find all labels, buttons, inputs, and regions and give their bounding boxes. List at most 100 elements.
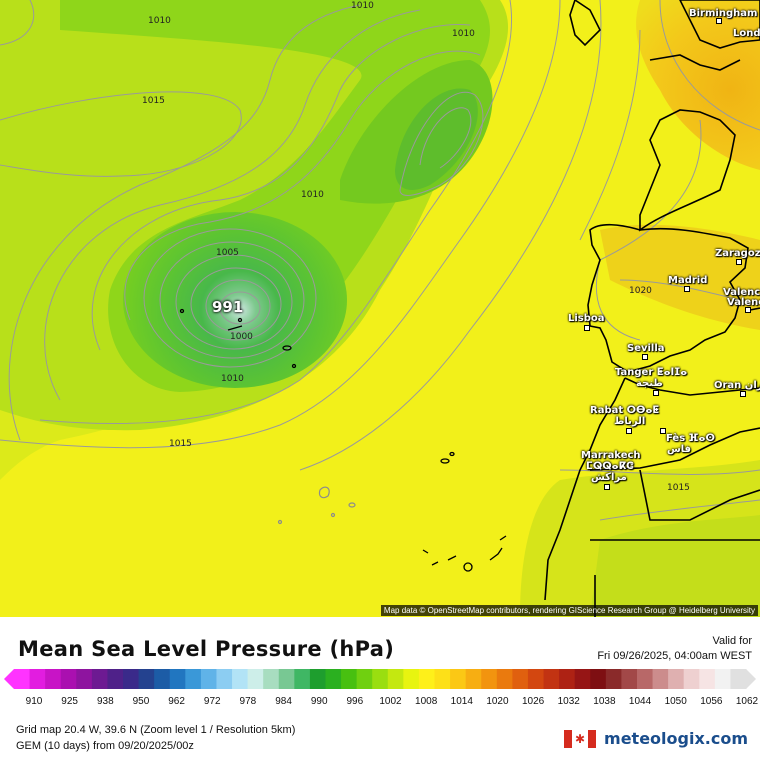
brand-name: meteologix.com bbox=[604, 729, 748, 748]
scale-tick-label: 972 bbox=[203, 696, 221, 707]
isobar-label: 1015 bbox=[169, 439, 192, 449]
isobar-label: 1010 bbox=[221, 374, 244, 384]
city-marker bbox=[684, 286, 690, 292]
city-label-sevilla[interactable]: Sevilla bbox=[627, 343, 665, 354]
isobar-label: 1005 bbox=[216, 248, 239, 258]
scale-tick-label: 1002 bbox=[379, 696, 402, 707]
city-label-lisboa[interactable]: Lisboa bbox=[568, 313, 605, 324]
scale-color-step bbox=[621, 669, 638, 689]
scale-color-step bbox=[247, 669, 264, 689]
city-label-tanger[interactable]: Tanger ⵟⴰⵏⵊⴰ bbox=[615, 367, 688, 378]
city-marker bbox=[660, 428, 666, 434]
scale-tick-label: 1062 bbox=[735, 696, 759, 707]
scale-color-step bbox=[169, 669, 186, 689]
city-label-rabat[interactable]: Rabat ⵔⴱⴰⵟ bbox=[590, 405, 660, 416]
scale-tick-label: 978 bbox=[239, 696, 257, 707]
city-marker bbox=[745, 307, 751, 313]
scale-color-step bbox=[325, 669, 342, 689]
scale-tick-label: 1020 bbox=[486, 696, 509, 707]
isobar-label: 1015 bbox=[667, 483, 690, 493]
scale-color-step bbox=[434, 669, 451, 689]
city-marker bbox=[736, 259, 742, 265]
scale-color-step bbox=[543, 669, 560, 689]
city-label-zaragoza[interactable]: Zaragoza bbox=[715, 248, 760, 259]
city-label-rabat-arabic[interactable]: الرباط bbox=[614, 416, 646, 427]
scale-tick-label: 984 bbox=[275, 696, 292, 707]
city-label-valencia[interactable]: Valenc bbox=[723, 287, 760, 298]
scale-color-step bbox=[200, 669, 217, 689]
city-marker bbox=[604, 484, 610, 490]
city-marker bbox=[642, 354, 648, 360]
model-info: GEM (10 days) from 09/20/2025/00z bbox=[16, 740, 194, 752]
city-label-marrakech-arabic[interactable]: مراكش bbox=[591, 472, 627, 483]
pressure-map[interactable]: 991 1010 1010 1015 1010 1005 1000 1010 1… bbox=[0, 0, 760, 617]
isobar-label: 1010 bbox=[351, 1, 374, 11]
isobar-label: 1010 bbox=[452, 29, 475, 39]
scale-min-arrow bbox=[4, 669, 14, 689]
scale-color-step bbox=[668, 669, 685, 689]
valid-label: Valid for bbox=[712, 635, 752, 647]
map-title: Mean Sea Level Pressure (hPa) bbox=[18, 637, 395, 661]
scale-color-step bbox=[14, 669, 31, 689]
city-label-fes[interactable]: Fès ⴼⴰⵙ bbox=[666, 433, 715, 444]
scale-color-step bbox=[60, 669, 77, 689]
scale-color-step bbox=[107, 669, 124, 689]
scale-color-step bbox=[123, 669, 140, 689]
scale-tick-label: 1014 bbox=[450, 696, 473, 707]
scale-color-step bbox=[481, 669, 498, 689]
scale-color-step bbox=[683, 669, 700, 689]
scale-color-step bbox=[496, 669, 513, 689]
scale-tick-label: 1056 bbox=[700, 696, 723, 707]
scale-max-arrow bbox=[746, 669, 756, 689]
isobar-label: 1000 bbox=[230, 332, 253, 342]
isobar-label: 1010 bbox=[148, 16, 171, 26]
scale-color-step bbox=[605, 669, 622, 689]
scale-tick-label: 1050 bbox=[664, 696, 687, 707]
scale-tick-label: 950 bbox=[132, 696, 150, 707]
city-label-marrakech-tifinagh[interactable]: ⵎⵕⵕⴰⴽⵛ bbox=[586, 461, 634, 472]
scale-color-step bbox=[154, 669, 171, 689]
grid-info: Grid map 20.4 W, 39.6 N (Zoom level 1 / … bbox=[16, 724, 296, 736]
city-label-valencia-alt[interactable]: Valenc bbox=[727, 297, 760, 308]
scale-color-step bbox=[403, 669, 420, 689]
scale-tick-label: 1038 bbox=[593, 696, 616, 707]
city-label-fes-arabic[interactable]: فاس bbox=[667, 444, 692, 455]
city-label-marrakech[interactable]: Marrakech bbox=[581, 450, 641, 461]
scale-color-step bbox=[278, 669, 295, 689]
scale-color-step bbox=[138, 669, 155, 689]
city-label-madrid[interactable]: Madrid bbox=[668, 275, 708, 286]
scale-color-step bbox=[372, 669, 389, 689]
legend-footer: Mean Sea Level Pressure (hPa) Valid for … bbox=[0, 617, 760, 760]
scale-color-step bbox=[387, 669, 404, 689]
scale-color-step bbox=[185, 669, 202, 689]
scale-color-step bbox=[559, 669, 576, 689]
city-label-birmingham[interactable]: Birmingham bbox=[689, 8, 758, 19]
city-label-tanger-arabic[interactable]: طنجة bbox=[636, 378, 663, 389]
scale-color-step bbox=[590, 669, 607, 689]
map-attribution[interactable]: Map data © OpenStreetMap contributors, r… bbox=[380, 605, 758, 616]
scale-color-step bbox=[730, 669, 747, 689]
scale-color-step bbox=[29, 669, 46, 689]
scale-tick-label: 938 bbox=[96, 696, 114, 707]
scale-color-step bbox=[450, 669, 467, 689]
scale-tick-label: 1044 bbox=[628, 696, 652, 707]
map-canvas bbox=[0, 0, 760, 617]
scale-color-step bbox=[527, 669, 545, 689]
scale-tick-label: 1008 bbox=[415, 696, 438, 707]
brand-logo[interactable]: ✱ meteologix.com bbox=[564, 729, 748, 748]
valid-time: Fri 09/26/2025, 04:00am WEST bbox=[597, 650, 752, 662]
scale-tick-label: 996 bbox=[346, 696, 364, 707]
scale-color-step bbox=[232, 669, 249, 689]
scale-tick-label: 1032 bbox=[557, 696, 580, 707]
scale-color-step bbox=[699, 669, 716, 689]
scale-color-step bbox=[216, 669, 233, 689]
city-label-oran[interactable]: Oran وهران bbox=[714, 380, 760, 391]
scale-color-step bbox=[45, 669, 62, 689]
scale-color-step bbox=[76, 669, 93, 689]
city-label-london[interactable]: Lond bbox=[733, 28, 760, 39]
scale-color-step bbox=[294, 669, 311, 689]
canada-flag-icon: ✱ bbox=[564, 729, 597, 748]
scale-color-step bbox=[636, 669, 654, 689]
scale-color-step bbox=[418, 669, 436, 689]
scale-tick-label: 925 bbox=[61, 696, 78, 707]
